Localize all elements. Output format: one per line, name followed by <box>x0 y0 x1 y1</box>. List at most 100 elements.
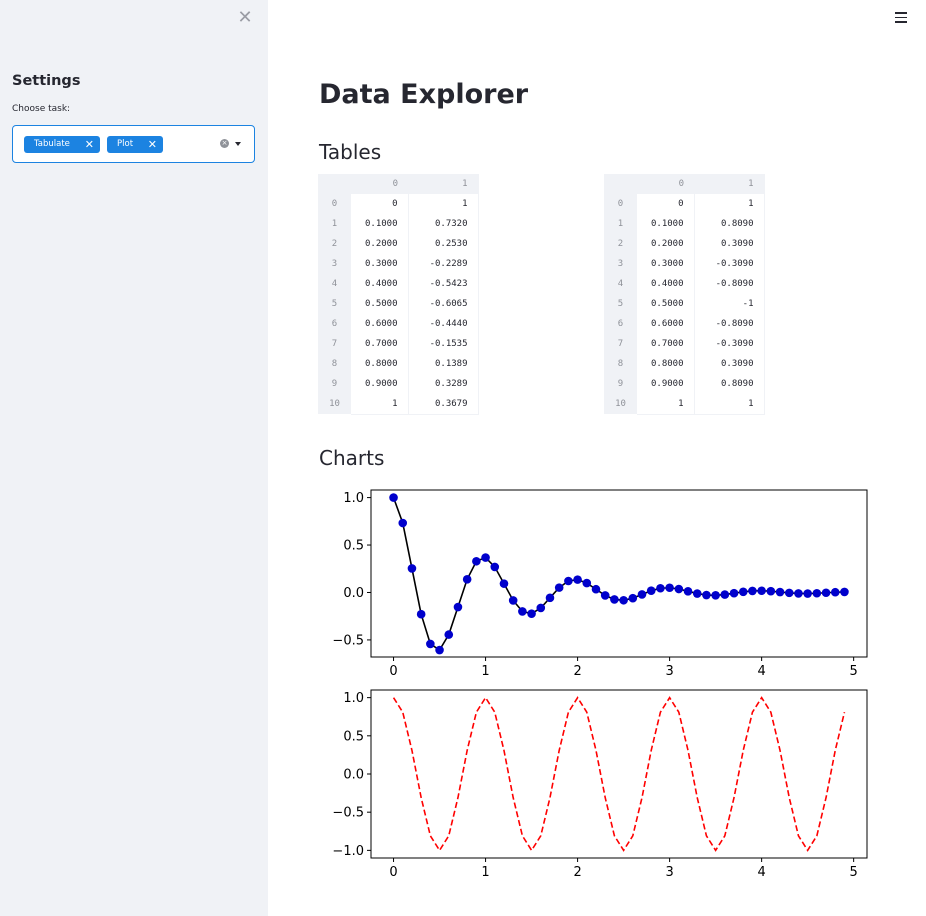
table-cell[interactable]: -0.4440 <box>408 314 479 334</box>
clear-all-icon[interactable]: × <box>220 139 229 148</box>
row-index: 9 <box>318 374 351 394</box>
table-cell[interactable]: -0.3090 <box>694 254 765 274</box>
column-header[interactable]: 1 <box>408 174 478 194</box>
table-corner <box>318 174 351 194</box>
table-cell[interactable]: 0.7000 <box>637 334 695 354</box>
data-point <box>656 583 665 593</box>
data-point <box>766 586 776 596</box>
page-title: Data Explorer <box>319 79 529 110</box>
table-cell[interactable]: 0.6000 <box>351 314 409 334</box>
table-cell[interactable]: 0.3000 <box>351 254 409 274</box>
table-cell[interactable]: 0.2000 <box>637 234 695 254</box>
data-point <box>610 595 619 604</box>
x-tick-label: 2 <box>573 664 581 679</box>
remove-chip-icon[interactable]: ✕ <box>147 138 157 151</box>
table-cell[interactable]: 0.2000 <box>351 234 409 254</box>
data-point <box>720 590 730 599</box>
data-point <box>600 591 610 600</box>
data-point <box>619 595 628 605</box>
table-cell[interactable]: 1 <box>637 394 695 415</box>
table-cell[interactable]: 1 <box>694 394 765 415</box>
table-row: 7 0.7000 -0.3090 <box>604 334 765 354</box>
table-cell[interactable]: 0.8090 <box>694 214 765 234</box>
table-cell[interactable]: 0 <box>351 194 409 214</box>
table-cell[interactable]: 1 <box>351 394 409 415</box>
table-cell[interactable]: 1 <box>694 194 765 214</box>
close-sidebar-icon[interactable]: ✕ <box>237 7 253 28</box>
table-cell[interactable]: 0.5000 <box>351 294 409 314</box>
dataframe-table-2[interactable]: 0 1 0 0 1 1 0.1000 0.8090 2 0.2000 0.3090 3 0.3000 -0… <box>604 174 765 415</box>
data-point <box>830 587 840 597</box>
table-cell[interactable]: -0.6065 <box>408 294 479 314</box>
table-cell[interactable]: -1 <box>694 294 765 314</box>
column-header[interactable]: 0 <box>637 174 694 194</box>
dataframe-table-1[interactable]: 0 1 0 0 1 1 0.1000 0.7320 2 0.2000 0.2530 3 0.3000 -0… <box>318 174 479 415</box>
x-tick-label: 1 <box>481 865 489 880</box>
table-cell[interactable]: 0.4000 <box>351 274 409 294</box>
data-point <box>407 564 417 573</box>
task-multiselect[interactable]: Tabulate ✕ Plot ✕ × <box>12 125 255 163</box>
task-select-label: Choose task: <box>12 104 71 114</box>
table-row: 9 0.9000 0.8090 <box>604 374 765 394</box>
table-cell[interactable]: 0 <box>637 194 695 214</box>
data-point <box>573 575 582 584</box>
table-cell[interactable]: 0.2530 <box>408 234 479 254</box>
table-cell[interactable]: 0.6000 <box>637 314 695 334</box>
column-header[interactable]: 0 <box>351 174 408 194</box>
table-cell[interactable]: 0.7000 <box>351 334 409 354</box>
table-row: 1 0.1000 0.8090 <box>604 214 765 234</box>
table-cell[interactable]: 0.8000 <box>351 354 409 374</box>
table-cell[interactable]: 0.3090 <box>694 234 765 254</box>
table-cell[interactable]: 0.9000 <box>351 374 409 394</box>
table-cell[interactable]: 0.1000 <box>637 214 695 234</box>
table-cell[interactable]: 0.3289 <box>408 374 479 394</box>
table-cell[interactable]: 0.8000 <box>637 354 695 374</box>
hamburger-menu-icon[interactable] <box>895 12 908 25</box>
x-tick-label: 4 <box>757 865 765 880</box>
data-point <box>444 630 454 639</box>
table-cell[interactable]: -0.8090 <box>694 314 765 334</box>
row-index: 2 <box>318 234 351 254</box>
data-point <box>416 609 426 619</box>
table-cell[interactable]: -0.1535 <box>408 334 479 354</box>
table-cell[interactable]: 0.9000 <box>637 374 695 394</box>
table-row: 8 0.8000 0.3090 <box>604 354 765 374</box>
table-cell[interactable]: 0.5000 <box>637 294 695 314</box>
data-point <box>389 493 398 502</box>
table-cell[interactable]: 0.1389 <box>408 354 479 374</box>
remove-chip-icon[interactable]: ✕ <box>84 138 94 151</box>
data-point <box>462 575 472 584</box>
row-index: 4 <box>318 274 351 294</box>
data-point <box>582 578 592 588</box>
data-point <box>426 639 435 649</box>
table-cell[interactable]: 0.3000 <box>637 254 695 274</box>
table-cell[interactable]: 0.3679 <box>408 394 479 415</box>
row-index: 8 <box>604 354 637 374</box>
x-tick-label: 3 <box>665 664 673 679</box>
table-cell[interactable]: 0.3090 <box>694 354 765 374</box>
y-tick-label: 0.5 <box>343 729 364 744</box>
table-cell[interactable]: 1 <box>408 194 479 214</box>
table-cell[interactable]: -0.3090 <box>694 334 765 354</box>
chevron-down-icon[interactable] <box>235 142 241 146</box>
data-point <box>812 588 822 598</box>
column-header[interactable]: 1 <box>694 174 764 194</box>
row-index: 3 <box>318 254 351 274</box>
table-cell[interactable]: 0.4000 <box>637 274 695 294</box>
table-cell[interactable]: -0.2289 <box>408 254 479 274</box>
data-point <box>784 588 794 598</box>
table-cell[interactable]: -0.8090 <box>694 274 765 294</box>
table-cell[interactable]: -0.5423 <box>408 274 479 294</box>
table-row: 5 0.5000 -1 <box>604 294 765 314</box>
table-cell[interactable]: 0.1000 <box>351 214 409 234</box>
cosine-chart: 0 1 2 3 4 5 1.0 0.5 0.0 −0.5 −1.0 <box>332 689 868 880</box>
row-index: 8 <box>318 354 351 374</box>
plot-frame <box>370 489 868 658</box>
table-cell[interactable]: 0.7320 <box>408 214 479 234</box>
table-row: 1 0.1000 0.7320 <box>318 214 479 234</box>
row-index: 9 <box>604 374 637 394</box>
data-point <box>775 587 785 597</box>
table-cell[interactable]: 0.8090 <box>694 374 765 394</box>
